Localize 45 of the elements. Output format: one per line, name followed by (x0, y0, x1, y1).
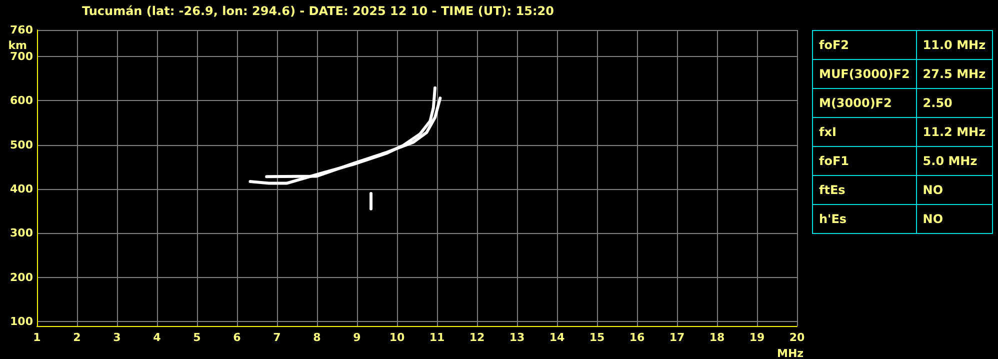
x-tick-label: 12 (469, 331, 485, 344)
x-tick-label: 16 (629, 331, 645, 344)
x-tick-label: 17 (669, 331, 685, 344)
y-tick-label: 300 (10, 226, 34, 240)
text: 2.50 (916, 88, 992, 118)
text: NO (916, 176, 992, 204)
y-tick-label: 100 (10, 315, 34, 328)
x-tick-label: 11 (429, 331, 445, 344)
y-tick-label: 700 (10, 50, 34, 64)
y-tick-label: 600 (10, 94, 34, 108)
text: 27.5 MHz (916, 60, 992, 88)
x-tick-label: 9 (353, 331, 361, 344)
x-tick-label: 6 (233, 331, 242, 344)
text: foF2 (812, 30, 916, 60)
x-tick-label: 3 (113, 331, 121, 344)
text: fxI (812, 118, 916, 146)
x-axis-title: MHz (777, 347, 804, 359)
x-tick-label: 8 (313, 331, 321, 344)
x-tick-label: 4 (153, 331, 162, 344)
x-tick-label: 10 (389, 331, 405, 344)
x-tick-label: 13 (509, 331, 525, 344)
x-tick-label: 20 (789, 331, 805, 344)
text: MUF(3000)F2 (812, 60, 916, 88)
y-tick-label: 400 (10, 182, 34, 196)
text: foF1 (812, 146, 916, 176)
chart-title: Tucumán (lat: -26.9, lon: 294.6) - DATE: 2025 12 10 - TIME (UT): 15:20 (82, 4, 554, 18)
text: ftEs (812, 176, 916, 204)
text: 11.2 MHz (916, 118, 992, 146)
x-tick-label: 19 (749, 331, 765, 344)
text: 11.0 MHz (916, 30, 992, 60)
x-tick-label: 7 (273, 331, 281, 344)
x-tick-label: 14 (549, 331, 565, 344)
y-tick-label: 200 (10, 270, 34, 284)
text: 5.0 MHz (916, 146, 992, 176)
y-axis-title: km (8, 39, 27, 52)
text: M(3000)F2 (812, 88, 916, 118)
x-tick-label: 2 (73, 331, 81, 344)
text: NO (916, 204, 992, 234)
text: h'Es (812, 204, 916, 234)
y-tick-label: 760 (10, 24, 34, 36)
x-tick-label: 1 (33, 331, 41, 344)
x-tick-label: 5 (193, 331, 201, 344)
y-tick-label: 500 (10, 138, 34, 152)
x-tick-label: 18 (709, 331, 725, 344)
x-tick-label: 15 (589, 331, 605, 344)
